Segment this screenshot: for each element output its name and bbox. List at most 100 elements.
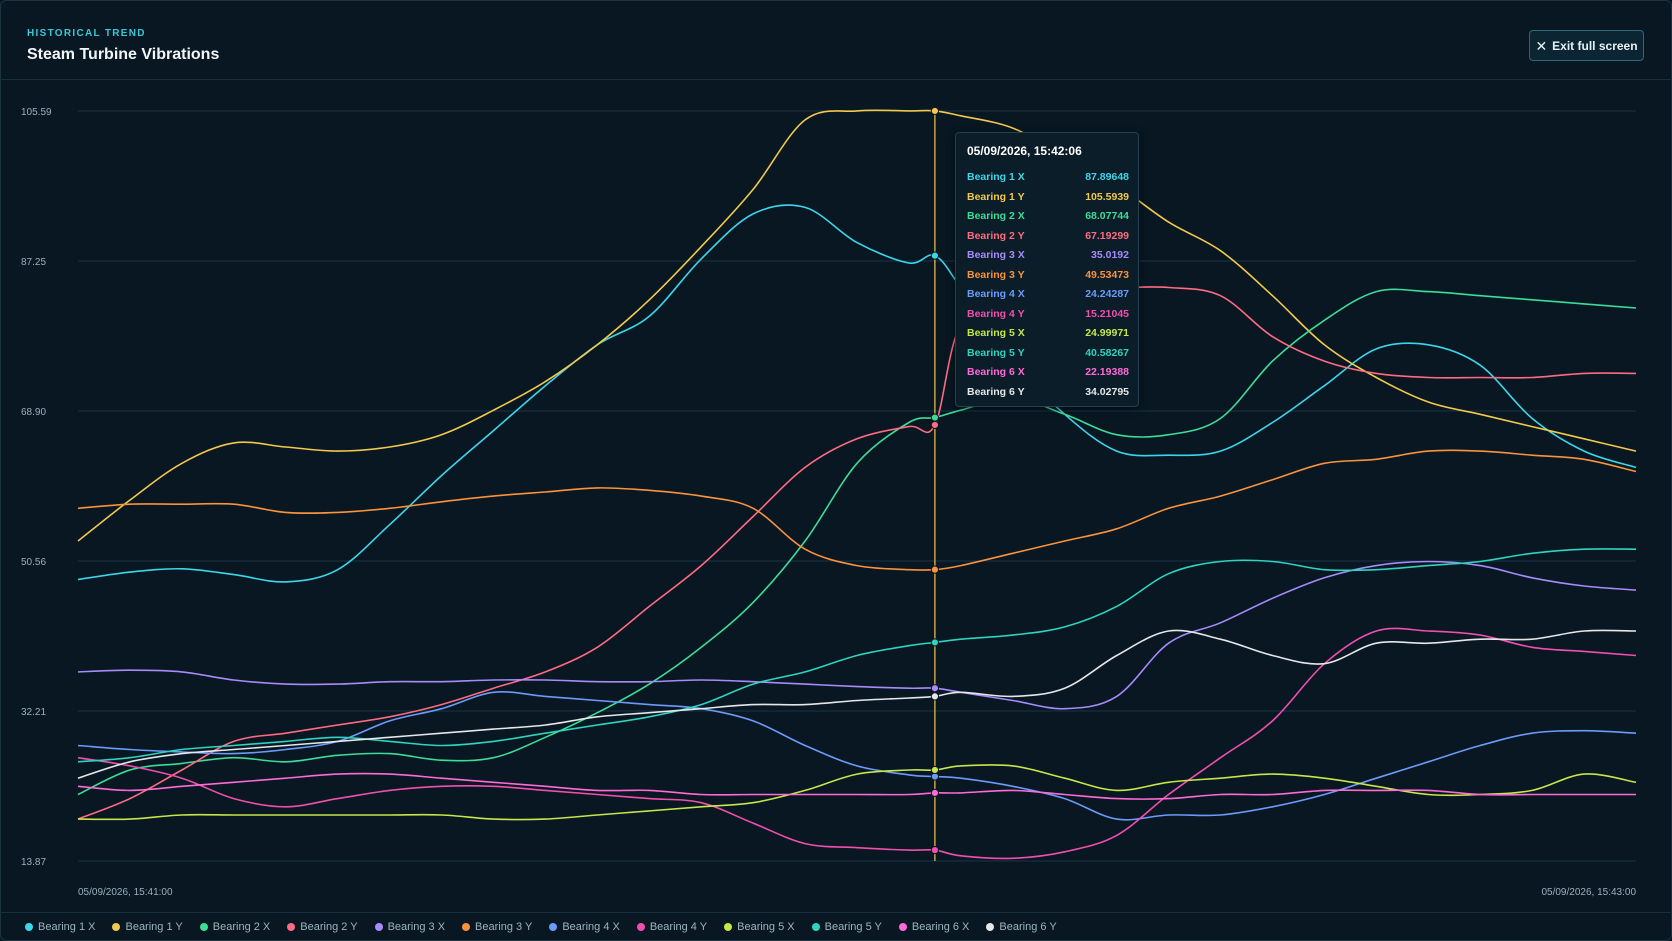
legend-item-bearing-6-x[interactable]: Bearing 6 X: [898, 921, 969, 933]
legend-label: Bearing 1 Y: [125, 921, 183, 933]
y-tick-label: 105.59: [21, 107, 52, 118]
legend-dot-icon: [724, 923, 733, 931]
exit-full-screen-button[interactable]: ✕ Exit full screen: [1529, 30, 1644, 61]
tooltip-row: Bearing 6 X 22.19388: [967, 366, 1129, 384]
series-line-bearing-4-y: [77, 627, 1637, 860]
tooltip-series-value: 22.19388: [1085, 366, 1129, 378]
hover-point-bearing-1-x: [930, 251, 940, 260]
legend-dot-icon: [199, 923, 208, 931]
tooltip-timestamp: 05/09/2026, 15:42:06: [967, 144, 1082, 158]
legend-dot-icon: [287, 923, 296, 931]
legend-dot-icon: [811, 923, 820, 931]
legend-item-bearing-3-y[interactable]: Bearing 3 Y: [462, 921, 532, 933]
y-tick-label: 32.21: [21, 707, 46, 718]
tooltip-row: Bearing 6 Y 34.02795: [967, 386, 1129, 404]
tooltip-series-value: 67.19299: [1085, 229, 1129, 242]
y-tick-label: 87.25: [21, 257, 46, 268]
hover-point-bearing-5-x: [930, 765, 940, 775]
series-line-bearing-5-y: [77, 548, 1637, 763]
tooltip-series-value: 35.0192: [1091, 249, 1129, 261]
chart-crosshair: [930, 106, 940, 861]
y-tick-label: 50.56: [21, 557, 46, 568]
panel-header: HISTORICAL TREND Steam Turbine Vibration…: [0, 0, 1672, 80]
chart-tooltip: 05/09/2026, 15:42:06 Bearing 1 X 87.89648…: [955, 132, 1139, 407]
series-line-bearing-3-y: [77, 449, 1637, 571]
legend-label: Bearing 3 Y: [475, 921, 533, 933]
series-line-bearing-1-x: [77, 204, 1637, 583]
y-tick-label: 68.90: [21, 407, 46, 418]
hover-point-bearing-5-y: [930, 638, 940, 647]
tooltip-row: Bearing 4 Y 15.21045: [967, 308, 1129, 326]
legend-item-bearing-5-x[interactable]: Bearing 5 X: [724, 921, 795, 933]
tooltip-row: Bearing 2 Y 67.19299: [967, 230, 1129, 248]
legend-item-bearing-4-x[interactable]: Bearing 4 X: [549, 921, 620, 933]
legend-label: Bearing 5 Y: [824, 921, 882, 933]
legend-label: Bearing 3 X: [387, 921, 446, 933]
hover-point-bearing-6-x: [930, 788, 940, 797]
legend-label: Bearing 1 X: [38, 921, 96, 933]
panel-eyebrow: HISTORICAL TREND: [27, 28, 146, 39]
chart-legend: Bearing 1 X Bearing 1 Y Bearing 2 X Bearing…: [0, 912, 1672, 941]
legend-item-bearing-6-y[interactable]: Bearing 6 Y: [986, 921, 1057, 933]
tooltip-series-value: 34.02795: [1085, 385, 1129, 398]
hover-point-bearing-6-y: [930, 692, 940, 701]
series-line-bearing-3-x: [77, 560, 1637, 710]
legend-dot-icon: [636, 923, 645, 931]
y-tick-label: 13.87: [21, 857, 46, 868]
series-line-bearing-6-x: [77, 772, 1636, 800]
legend-dot-icon: [462, 923, 471, 931]
legend-item-bearing-3-x[interactable]: Bearing 3 X: [374, 921, 446, 933]
panel-title: Steam Turbine Vibrations: [27, 46, 220, 63]
chart-series: [77, 109, 1637, 860]
tooltip-series-label: Bearing 1 X: [967, 171, 1025, 183]
legend-label: Bearing 6 Y: [999, 921, 1057, 933]
legend-item-bearing-4-y[interactable]: Bearing 4 Y: [636, 921, 708, 933]
tooltip-series-label: Bearing 3 Y: [967, 268, 1025, 281]
legend-label: Bearing 4 X: [562, 921, 620, 933]
x-start-label: 05/09/2026, 15:41:00: [78, 887, 173, 898]
legend-label: Bearing 2 Y: [300, 921, 358, 933]
series-line-bearing-2-x: [77, 288, 1637, 796]
hover-point-bearing-2-y: [930, 420, 940, 430]
legend-dot-icon: [112, 923, 121, 931]
x-axis-ticks: 05/09/2026, 15:41:00 05/09/2026, 15:43:00: [78, 887, 1636, 898]
tooltip-series-label: Bearing 6 X: [967, 366, 1025, 378]
tooltip-series-value: 24.99971: [1085, 327, 1129, 339]
legend-dot-icon: [549, 923, 558, 931]
legend-item-bearing-1-y[interactable]: Bearing 1 Y: [112, 921, 183, 933]
tooltip-row: Bearing 3 X 35.0192: [967, 249, 1129, 267]
tooltip-series-value: 24.24287: [1085, 288, 1129, 300]
hover-point-bearing-3-x: [930, 684, 940, 693]
tooltip-row: Bearing 2 X 68.07744: [967, 210, 1129, 228]
tooltip-series-label: Bearing 6 Y: [967, 385, 1025, 398]
legend-label: Bearing 4 Y: [649, 921, 708, 933]
y-axis-ticks: 105.59 87.25 68.90 50.56 32.21 13.87: [21, 107, 52, 868]
tooltip-series-label: Bearing 3 X: [967, 249, 1025, 261]
hover-point-bearing-3-y: [930, 565, 940, 574]
legend-label: Bearing 2 X: [212, 921, 271, 933]
tooltip-series-value: 68.07744: [1085, 210, 1129, 222]
tooltip-series-value: 15.21045: [1085, 307, 1129, 320]
line-chart[interactable]: 105.59 87.25 68.90 50.56 32.21 13.87 05/09/20…: [0, 80, 1672, 910]
tooltip-row: Bearing 5 Y 40.58267: [967, 347, 1129, 365]
series-line-bearing-2-y: [77, 286, 1637, 820]
legend-item-bearing-2-y[interactable]: Bearing 2 Y: [287, 921, 358, 933]
tooltip-series-label: Bearing 2 X: [967, 210, 1025, 222]
tooltip-series-value: 105.5939: [1085, 190, 1129, 203]
legend-dot-icon: [25, 923, 33, 931]
legend-item-bearing-5-y[interactable]: Bearing 5 Y: [811, 921, 882, 933]
legend-item-bearing-1-x[interactable]: Bearing 1 X: [25, 921, 95, 933]
exit-full-screen-label: Exit full screen: [1552, 38, 1638, 53]
tooltip-row: Bearing 1 Y 105.5939: [967, 191, 1129, 209]
tooltip-series-label: Bearing 5 Y: [967, 346, 1025, 359]
hover-point-bearing-4-y: [930, 846, 940, 855]
legend-dot-icon: [898, 923, 907, 931]
tooltip-series-label: Bearing 4 X: [967, 288, 1025, 300]
chart-grid: [78, 110, 1636, 862]
legend-item-bearing-2-x[interactable]: Bearing 2 X: [199, 921, 271, 933]
close-icon: ✕: [1535, 37, 1548, 54]
tooltip-row: Bearing 3 Y 49.53473: [967, 269, 1129, 287]
tooltip-series-label: Bearing 4 Y: [967, 307, 1025, 320]
legend-dot-icon: [374, 923, 383, 931]
